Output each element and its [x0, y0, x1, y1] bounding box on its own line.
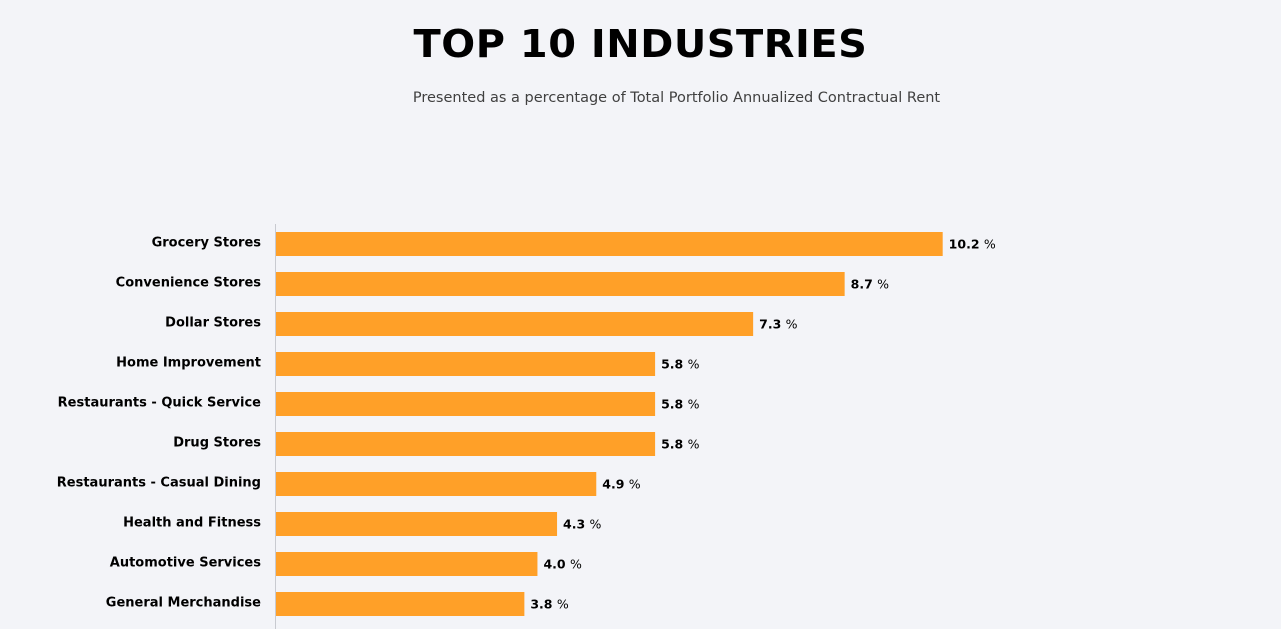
bar [276, 432, 656, 456]
chart-subtitle: Presented as a percentage of Total Portf… [412, 90, 941, 106]
chart-title: TOP 10 INDUSTRIES [413, 22, 868, 66]
category-label: Home Improvement [116, 356, 261, 371]
data-label: 7.3 % [759, 316, 798, 331]
data-label: 4.3 % [563, 516, 602, 531]
data-label: 10.2 % [949, 236, 996, 251]
bar [276, 272, 845, 296]
data-label: 5.8 % [661, 356, 700, 371]
category-label: Restaurants - Quick Service [58, 396, 262, 411]
data-label: 3.8 % [530, 596, 569, 611]
category-label: Health and Fitness [123, 516, 261, 531]
category-label: Restaurants - Casual Dining [57, 476, 261, 491]
bar [276, 392, 656, 416]
data-label: 4.0 % [543, 556, 582, 571]
bar [276, 512, 558, 536]
bar [276, 472, 597, 496]
data-label: 5.8 % [661, 436, 700, 451]
data-label: 5.8 % [661, 396, 700, 411]
category-label: Convenience Stores [116, 276, 262, 291]
category-label: Dollar Stores [165, 316, 261, 331]
bar [276, 232, 943, 256]
bar [276, 312, 754, 336]
category-label: Drug Stores [173, 436, 261, 451]
data-label: 8.7 % [851, 276, 890, 291]
bar [276, 552, 538, 576]
data-label: 4.9 % [602, 476, 641, 491]
bar [276, 592, 525, 616]
category-label: General Merchandise [106, 596, 261, 611]
category-label: Grocery Stores [152, 236, 262, 251]
category-label: Automotive Services [110, 556, 261, 571]
bar [276, 352, 656, 376]
